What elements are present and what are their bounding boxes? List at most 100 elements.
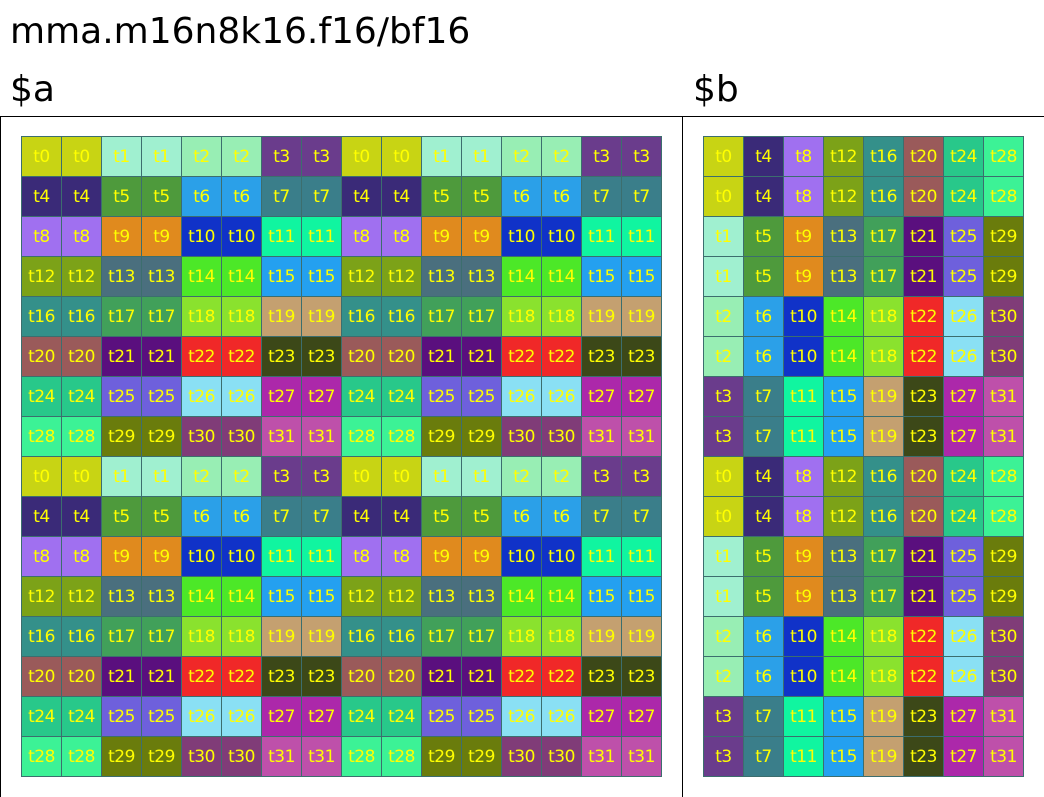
matrix-a-cell: t23: [622, 657, 662, 697]
matrix-a-cell: t0: [382, 137, 422, 177]
matrix-a-cell: t11: [582, 217, 622, 257]
matrix-a-cell: t13: [422, 257, 462, 297]
matrix-b-cell: t23: [904, 697, 944, 737]
matrix-a-cell: t24: [342, 377, 382, 417]
matrix-a-cell: t1: [462, 137, 502, 177]
matrix-a-cell: t28: [342, 417, 382, 457]
matrix-b-cell: t25: [944, 217, 984, 257]
matrix-a-cell: t1: [462, 457, 502, 497]
matrix-a-cell: t10: [502, 537, 542, 577]
matrix-b-cell: t14: [824, 337, 864, 377]
matrix-a-cell: t29: [422, 417, 462, 457]
matrix-b-cell: t1: [704, 257, 744, 297]
matrix-a-cell: t9: [102, 537, 142, 577]
matrix-a-cell: t29: [142, 417, 182, 457]
matrix-a-cell: t8: [22, 537, 62, 577]
matrix-b-cell: t7: [744, 697, 784, 737]
matrix-b-cell: t0: [704, 177, 744, 217]
matrix-b-cell: t19: [864, 417, 904, 457]
matrix-b-cell: t15: [824, 737, 864, 777]
matrix-a-cell: t25: [142, 697, 182, 737]
matrix-a-cell: t14: [542, 577, 582, 617]
matrix-b-cell: t8: [784, 177, 824, 217]
matrix-b-cell: t30: [984, 657, 1024, 697]
matrix-b-cell: t28: [984, 497, 1024, 537]
matrix-a-cell: t6: [182, 497, 222, 537]
matrix-a-cell: t21: [422, 337, 462, 377]
matrix-a-cell: t14: [502, 577, 542, 617]
matrix-a-cell: t19: [302, 297, 342, 337]
matrix-b-cell: t29: [984, 257, 1024, 297]
matrix-a-cell: t19: [622, 297, 662, 337]
matrix-a-cell: t23: [582, 337, 622, 377]
matrix-a-cell: t31: [622, 417, 662, 457]
matrix-a-cell: t15: [262, 257, 302, 297]
matrix-a-cell: t23: [622, 337, 662, 377]
matrix-a-cell: t24: [62, 377, 102, 417]
matrix-a-cell: t12: [62, 257, 102, 297]
matrix-a-cell: t19: [262, 617, 302, 657]
matrix-a-cell: t13: [422, 577, 462, 617]
matrix-a-cell: t17: [462, 617, 502, 657]
matrix-a-cell: t28: [342, 737, 382, 777]
matrix-a-cell: t3: [622, 457, 662, 497]
matrix-a-cell: t14: [182, 257, 222, 297]
matrix-a-cell: t0: [342, 137, 382, 177]
matrix-a-cell: t27: [622, 697, 662, 737]
matrix-b-cell: t27: [944, 697, 984, 737]
matrix-a-cell: t7: [622, 177, 662, 217]
matrix-a-cell: t24: [382, 377, 422, 417]
matrix-b-cell: t25: [944, 537, 984, 577]
matrix-a-cell: t24: [382, 697, 422, 737]
matrix-a-cell: t18: [182, 297, 222, 337]
matrix-b-cell: t7: [744, 417, 784, 457]
matrix-b-cell: t16: [864, 177, 904, 217]
matrix-a-cell: t7: [302, 497, 342, 537]
matrix-a-cell: t10: [542, 537, 582, 577]
matrix-a-cell: t19: [262, 297, 302, 337]
matrix-a-cell: t15: [582, 257, 622, 297]
matrix-a-cell: t6: [222, 497, 262, 537]
matrix-b-cell: t14: [824, 617, 864, 657]
matrix-b-cell: t16: [864, 497, 904, 537]
matrix-a-cell: t23: [262, 337, 302, 377]
matrix-b-cell: t13: [824, 217, 864, 257]
matrix-a-cell: t31: [302, 737, 342, 777]
matrix-a-cell: t18: [542, 297, 582, 337]
matrix-a-cell: t0: [342, 457, 382, 497]
matrix-b-cell: t13: [824, 537, 864, 577]
matrix-a-cell: t4: [22, 497, 62, 537]
matrix-b-cell: t26: [944, 657, 984, 697]
matrix-a-cell: t10: [182, 217, 222, 257]
matrix-a-cell: t9: [142, 217, 182, 257]
matrix-a-cell: t2: [182, 457, 222, 497]
matrix-b-cell: t21: [904, 537, 944, 577]
matrix-a-cell: t24: [342, 697, 382, 737]
matrix-a-cell: t23: [302, 657, 342, 697]
matrix-b-cell: t5: [744, 537, 784, 577]
matrix-a-cell: t27: [302, 697, 342, 737]
matrix-b-cell: t12: [824, 497, 864, 537]
matrix-a-cell: t28: [382, 417, 422, 457]
matrix-a-cell: t11: [582, 537, 622, 577]
matrix-b-cell: t11: [784, 737, 824, 777]
matrix-a-cell: t4: [342, 497, 382, 537]
matrix-a-cell: t14: [542, 257, 582, 297]
matrix-b-cell: t1: [704, 217, 744, 257]
matrix-a-cell: t10: [502, 217, 542, 257]
matrix-b-cell: t9: [784, 577, 824, 617]
matrix-a-cell: t9: [422, 537, 462, 577]
matrix-b-cell: t0: [704, 137, 744, 177]
matrix-b-cell: t31: [984, 697, 1024, 737]
matrix-b-cell: t16: [864, 137, 904, 177]
matrix-b-cell: t6: [744, 617, 784, 657]
matrix-a-cell: t5: [462, 497, 502, 537]
matrix-b-cell: t13: [824, 257, 864, 297]
matrix-a-cell: t11: [302, 537, 342, 577]
matrix-b-cell: t7: [744, 377, 784, 417]
matrix-a-cell: t18: [502, 617, 542, 657]
matrix-a-cell: t5: [422, 497, 462, 537]
matrix-a-cell: t13: [102, 257, 142, 297]
matrix-a-cell: t2: [502, 457, 542, 497]
matrix-a-cell: t27: [582, 697, 622, 737]
